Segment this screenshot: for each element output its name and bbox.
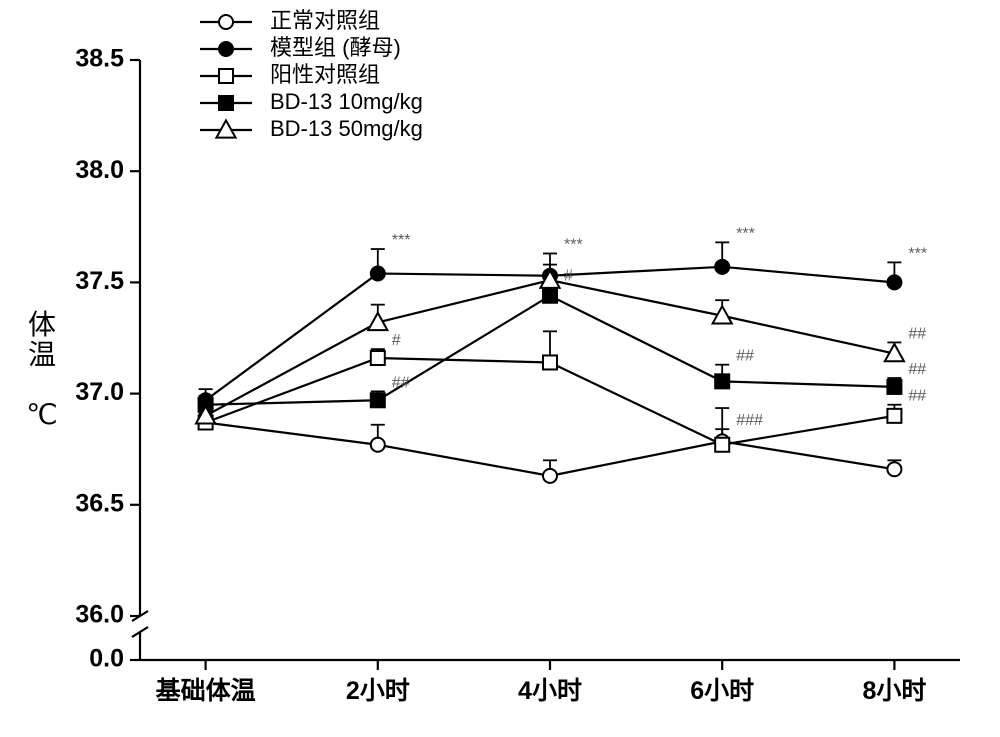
sig-annotation: ##	[908, 325, 926, 342]
sig-annotation: #	[392, 332, 401, 349]
sig-annotation: #	[564, 268, 573, 285]
svg-text:体: 体	[28, 309, 56, 340]
legend: 正常对照组模型组 (酵母)阳性对照组BD-13 10mg/kgBD-13 50m…	[200, 8, 423, 141]
sig-annotation: ***	[564, 236, 583, 253]
svg-text:38.0: 38.0	[75, 156, 124, 184]
svg-text:38.5: 38.5	[75, 45, 124, 73]
svg-text:2小时: 2小时	[346, 677, 410, 705]
legend-label: 正常对照组	[270, 8, 380, 33]
sig-annotation: ***	[736, 225, 755, 242]
series-group: ************###############	[196, 225, 927, 483]
legend-label: 模型组 (酵母)	[270, 35, 401, 60]
legend-label: BD-13 50mg/kg	[270, 116, 423, 141]
temperature-line-chart: 36.0 36.5 37.0 37.5 38.0 38.5 0.0 体温 ℃ 基础体温 2小时 4小…	[0, 0, 1000, 737]
svg-text:基础体温: 基础体温	[156, 677, 256, 705]
sig-annotation: ##	[392, 374, 410, 391]
svg-text:36.0: 36.0	[75, 601, 124, 629]
sig-annotation: ##	[736, 348, 754, 365]
sig-annotation: ***	[908, 245, 927, 262]
legend-label: 阳性对照组	[270, 62, 380, 87]
svg-text:37.0: 37.0	[75, 378, 124, 406]
legend-label: BD-13 10mg/kg	[270, 89, 423, 114]
svg-text:6小时: 6小时	[690, 677, 754, 705]
sig-annotation: ###	[736, 412, 763, 429]
svg-text:温: 温	[28, 339, 56, 370]
svg-text:℃: ℃	[26, 399, 57, 430]
svg-text:37.5: 37.5	[75, 267, 124, 295]
sig-annotation: ***	[392, 232, 411, 249]
svg-text:36.5: 36.5	[75, 489, 124, 517]
svg-text:0.0: 0.0	[89, 645, 124, 673]
sig-annotation: ##	[908, 361, 926, 378]
sig-annotation: ##	[908, 388, 926, 405]
svg-text:8小时: 8小时	[862, 677, 926, 705]
svg-text:4小时: 4小时	[518, 677, 582, 705]
